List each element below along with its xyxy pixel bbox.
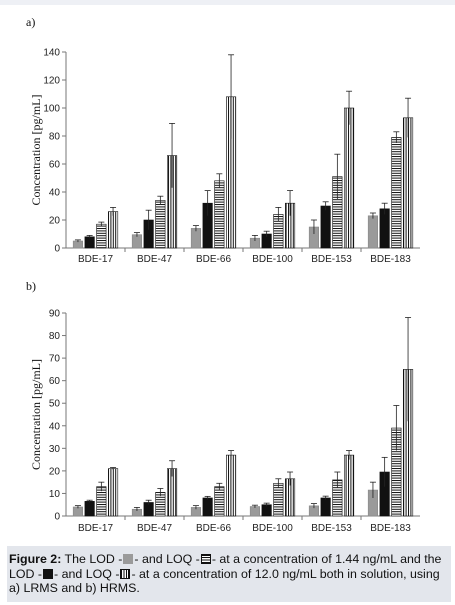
chart-b-category-label: BDE-66 (196, 523, 231, 534)
chart-b-y-tick-label: 10 (49, 489, 61, 500)
chart-a-category-label: BDE-47 (137, 254, 172, 265)
chart-b-category-label: BDE-153 (311, 523, 352, 534)
figure-caption: Figure 2: The LOD -- and LOQ -- at a con… (7, 546, 451, 602)
caption-text-3: - at a concentration of 1.44 ng/mL and t… (9, 552, 442, 581)
chart-a-y-tick-label: 100 (43, 104, 60, 115)
chart-b-hrms: b) Concentration [pg/mL] 0 10 20 30 40 50 60 70 80… (26, 279, 420, 534)
chart-a-bar-black (379, 208, 390, 249)
chart-a-y-tick-label: 20 (49, 216, 61, 227)
chart-a-category-label: BDE-17 (78, 254, 113, 265)
chart-b-y-tick-label: 70 (49, 354, 61, 365)
caption-text-1: The LOD - (61, 552, 123, 566)
chart-a-bar-black (320, 205, 331, 249)
chart-b-y-tick-label: 20 (49, 466, 61, 477)
caption-text-2: - and LOQ - (134, 552, 200, 566)
chart-b-bar-horizontal (214, 486, 225, 517)
chart-a-bar-horizontal (155, 200, 166, 249)
chart-a-y-tick-label: 140 (43, 48, 60, 59)
chart-a-y-tick-label: 0 (54, 244, 60, 255)
loq-high-swatch-icon (120, 568, 131, 579)
chart-a-bar-grey (190, 228, 201, 249)
chart-a-bar-grey (367, 215, 379, 249)
chart-b-bar-vertical (343, 454, 355, 517)
chart-b-y-tick-label: 30 (49, 444, 61, 455)
chart-a-y-axis-label: Concentration [pg/mL] (29, 95, 43, 206)
chart-a-category-label: BDE-183 (370, 254, 411, 265)
chart-a-panel-label: a) (26, 15, 35, 29)
chart-a-y-tick-label: 80 (49, 132, 61, 143)
chart-a-bar-horizontal (96, 223, 107, 249)
chart-a-bar-black (84, 236, 95, 249)
caption-figure-label: Figure 2: (9, 552, 62, 566)
chart-b-y-tick-label: 80 (49, 331, 61, 342)
chart-b-y-axis-label: Concentration [pg/mL] (29, 359, 43, 470)
chart-b-bar-grey (249, 506, 260, 517)
chart-b-panel-label: b) (26, 279, 36, 293)
loq-low-swatch-icon (200, 554, 211, 564)
chart-b-category-label: BDE-47 (137, 523, 172, 534)
chart-b-bar-black (84, 501, 95, 517)
chart-b-bar-vertical (226, 454, 237, 517)
chart-a-category-label: BDE-66 (196, 254, 231, 265)
caption-text-4: - and LOQ - (54, 566, 120, 581)
figure-charts: a)Concentration [pg/mL]02040608010012014… (26, 15, 420, 534)
chart-b-category-label: BDE-183 (370, 523, 411, 534)
chart-b-bar-black (320, 497, 331, 517)
chart-a-y-tick-label: 60 (49, 160, 61, 171)
lod-high-swatch-icon (43, 568, 54, 579)
chart-a-y-tick-label: 40 (49, 188, 61, 199)
chart-b-y-tick-label: 90 (49, 309, 61, 320)
chart-b-category-label: BDE-17 (78, 523, 113, 534)
chart-a-bar-vertical (108, 211, 119, 249)
chart-b-y-tick-label: 60 (49, 376, 61, 387)
chart-b-y-tick-label: 50 (49, 399, 61, 410)
chart-a-lrms: a) Concentration [pg/mL] 0 20 40 60 80 100 120 14… (26, 15, 420, 265)
chart-b-y-tick-label: 40 (49, 421, 61, 432)
lod-low-swatch-icon (123, 554, 134, 564)
chart-a-bar-vertical (343, 107, 355, 249)
chart-b-bar-horizontal (273, 482, 284, 517)
chart-a-category-label: BDE-153 (311, 254, 352, 265)
chart-a-category-label: BDE-100 (252, 254, 293, 265)
chart-b-bar-black (202, 497, 213, 517)
chart-a-bar-horizontal (391, 137, 402, 249)
chart-a-y-tick-label: 120 (43, 76, 60, 87)
caption-text-5: - at a concentration of 12.0 ng/mL both … (9, 566, 440, 596)
top-strip (0, 0, 455, 5)
chart-b-y-tick-label: 0 (54, 512, 60, 523)
chart-b-bar-vertical (108, 468, 119, 517)
chart-b-category-label: BDE-100 (252, 523, 293, 534)
chart-b-bar-black (261, 504, 272, 517)
chart-a-bar-horizontal (214, 180, 225, 249)
